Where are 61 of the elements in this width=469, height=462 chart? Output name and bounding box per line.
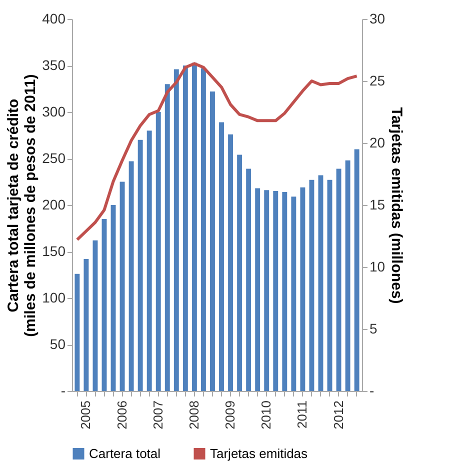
bar bbox=[128, 161, 134, 391]
bar bbox=[228, 134, 234, 391]
bar bbox=[156, 112, 161, 391]
x-tick-label: 2009 bbox=[222, 400, 238, 430]
bar bbox=[120, 182, 125, 391]
bar bbox=[336, 168, 342, 391]
y-tick-label: 100 bbox=[42, 290, 66, 306]
bar bbox=[164, 84, 170, 391]
bar bbox=[102, 218, 107, 391]
x-tick-label: 2011 bbox=[294, 400, 310, 428]
bar bbox=[237, 154, 242, 391]
bar bbox=[200, 68, 206, 391]
y2-tick-label: 25 bbox=[370, 72, 386, 88]
y2-tick-label: 5 bbox=[370, 320, 378, 336]
y2-axis-title: Tarjetas emitidas (millones) bbox=[388, 107, 406, 304]
bar bbox=[255, 188, 260, 391]
y-axis-title: Cartera total tarjeta de crédito (miles de millones de pesos de 2011) bbox=[5, 74, 40, 337]
bar bbox=[74, 274, 80, 391]
y-tick-label: 400 bbox=[42, 10, 66, 26]
bar bbox=[84, 258, 89, 391]
line-series bbox=[76, 62, 358, 242]
x-tick-label: 2006 bbox=[114, 400, 130, 430]
bar bbox=[300, 187, 306, 391]
bar bbox=[110, 205, 116, 391]
bar bbox=[138, 140, 143, 391]
bar bbox=[246, 168, 252, 391]
bar bbox=[327, 180, 332, 391]
bar bbox=[192, 62, 197, 391]
bar bbox=[182, 66, 188, 391]
bar bbox=[273, 191, 278, 391]
y-tick-label: 300 bbox=[42, 104, 66, 120]
y-tick-label: 50 bbox=[50, 336, 66, 352]
bar bbox=[318, 175, 324, 391]
y-tick-label: 200 bbox=[42, 196, 66, 212]
bar bbox=[264, 190, 270, 391]
x-tick-label: 2012 bbox=[330, 400, 346, 430]
y2-tick-label: 20 bbox=[370, 134, 386, 150]
y2-tick-label: 10 bbox=[370, 258, 386, 274]
y-tick-label: - bbox=[60, 382, 66, 398]
bar bbox=[282, 192, 288, 391]
y2-tick-label: 30 bbox=[370, 10, 386, 26]
bar bbox=[210, 92, 215, 391]
bar bbox=[92, 240, 98, 391]
bar bbox=[291, 196, 296, 391]
legend-label: Cartera total bbox=[89, 446, 161, 461]
x-tick-label: 2010 bbox=[258, 400, 274, 430]
y-tick-label: 250 bbox=[42, 150, 66, 166]
bar bbox=[219, 122, 224, 391]
y2-tick-label: 15 bbox=[370, 196, 386, 212]
y-tick-label: 150 bbox=[42, 243, 66, 259]
y2-tick-label: - bbox=[370, 382, 374, 398]
bar bbox=[354, 149, 360, 391]
bar bbox=[309, 180, 314, 391]
x-tick-label: 2008 bbox=[186, 400, 202, 430]
bar bbox=[174, 69, 179, 391]
x-tick-label: 2007 bbox=[150, 400, 166, 430]
bar bbox=[146, 130, 152, 391]
y-tick-label: 350 bbox=[42, 57, 66, 73]
x-tick-label: 2005 bbox=[78, 400, 94, 430]
legend-label: Tarjetas emitidas bbox=[210, 446, 308, 461]
bar bbox=[345, 160, 350, 391]
